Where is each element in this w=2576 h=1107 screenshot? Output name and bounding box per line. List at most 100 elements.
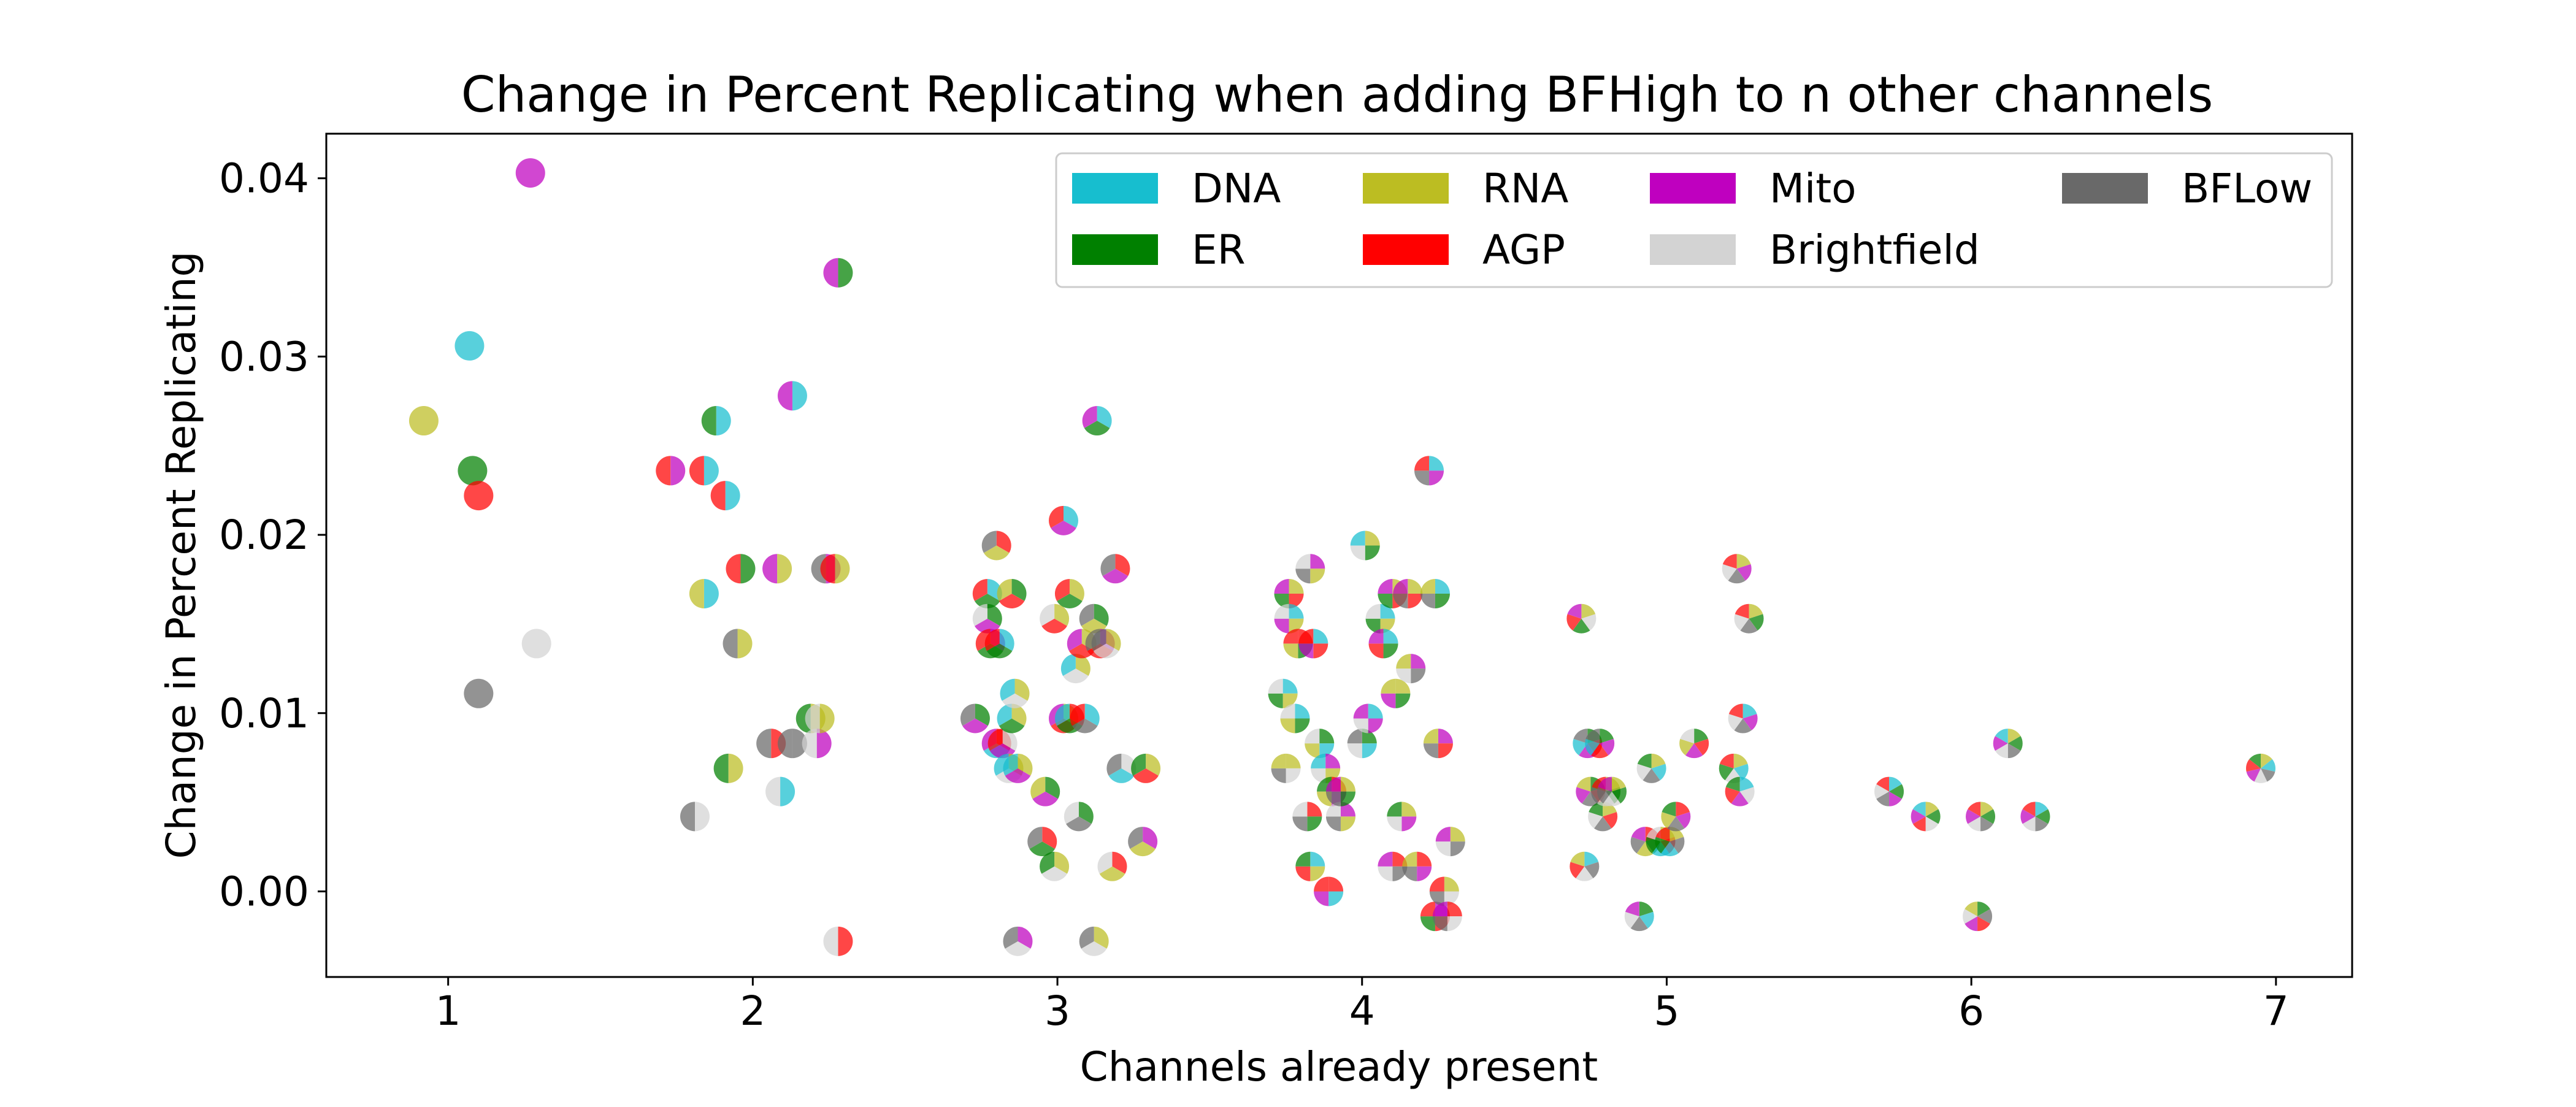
data-point [1027,827,1057,857]
pie-slice [1585,738,1600,756]
pie-slice [1396,654,1411,669]
pie-slice [2260,753,2272,768]
pie-slice [1295,718,1310,734]
pie-slice [2007,729,2021,744]
data-point [1030,776,1060,806]
pie-slice [1310,554,1325,569]
x-axis-label: Channels already present [1080,1043,1598,1090]
pie-slice [1100,554,1116,576]
pie-slice [777,381,792,411]
pie-slice [1429,456,1444,471]
pie-slice [521,629,551,659]
pie-slice [1963,909,1978,924]
pie-slice [1396,668,1411,684]
pie-slice [1584,862,1600,879]
pie-slice [1054,851,1070,874]
legend-label: DNA [1192,165,1281,212]
pie-slice [2007,743,2021,759]
pie-slice [1393,579,1408,594]
pie-slice [1661,841,1679,857]
pie-slice [2020,809,2036,824]
pie-slice [756,729,772,759]
pie-slice [1679,738,1695,756]
pie-slice [716,406,731,436]
pie-slice [1435,841,1451,857]
pie-slice [1328,876,1344,892]
data-point [1268,678,1298,708]
data-point [765,776,795,806]
pie-slice [1980,802,1993,817]
pie-slice [670,456,686,486]
pie-slice [2260,759,2275,772]
x-axis: 1 2 3 4 5 6 7 [435,977,2289,1035]
pie-slice [1423,729,1438,744]
legend-swatch [1363,234,1449,265]
data-point [823,926,853,956]
pie-slice [1131,753,1146,776]
data-point [2020,802,2050,832]
data-point [1131,753,1161,783]
pie-slice [1295,569,1311,584]
pie-slice [1438,743,1453,759]
pie-slice [1295,703,1310,719]
pie-slice [962,718,988,734]
pie-slice [1314,891,1329,906]
pie-slice [1325,753,1341,768]
pie-slice [987,729,1003,751]
data-point [1128,827,1158,857]
pie-slice [987,603,1002,626]
pie-slice [1411,654,1426,669]
pie-slice [1576,866,1593,881]
data-point [1661,802,1691,832]
pie-slice [710,481,726,511]
pie-slice [1414,470,1430,486]
pie-slice [1295,554,1311,569]
pie-slice [1874,784,1890,799]
x-tick-label: 6 [1958,987,1984,1035]
pie-slice [1600,729,1614,744]
data-point [1719,753,1749,783]
pie-slice [777,729,792,759]
pie-slice [765,776,781,806]
x-tick-label: 1 [435,987,461,1035]
data-point [1091,629,1121,659]
pie-slice [1661,811,1676,829]
pie-slice [1393,594,1408,608]
pie-slice [1925,816,1939,832]
pie-slice [1368,629,1384,644]
data-point [1381,678,1411,708]
pie-slice [1966,809,1981,824]
pie-slice [723,629,738,659]
pie-slice [1094,603,1109,626]
legend-label: RNA [1482,165,1568,212]
pie-slice [1731,791,1749,806]
pie-slice [1378,594,1393,608]
y-axis: 0.00 0.01 0.02 0.03 0.04 [219,155,326,915]
pie-slice [1283,629,1298,644]
pie-slice [725,481,740,511]
pie-slice [1347,729,1362,744]
pie-slice [1728,569,1746,584]
data-point [2245,753,2275,783]
pie-slice [1612,776,1626,792]
pie-slice [454,331,485,361]
pie-slice [1115,554,1130,576]
pie-slice [1631,827,1646,842]
data-point [1734,603,1764,634]
pie-slice [1420,902,1435,917]
pie-slice [1365,618,1381,634]
pie-slice [1965,916,1978,932]
y-axis-label: Change in Percent Replicating [158,251,205,859]
pie-slice [1447,916,1462,932]
pie-slice [1002,729,1018,751]
pie-slice [1063,505,1078,528]
pie-slice [1450,827,1465,842]
pie-slice [1282,693,1298,708]
pie-slice [2035,809,2050,824]
pie-slice [703,579,719,608]
pie-slice [1298,643,1314,659]
pie-slice [1588,811,1603,829]
y-tick-label: 0.02 [219,511,309,559]
pie-slice [1594,816,1612,832]
data-point [1725,776,1755,806]
